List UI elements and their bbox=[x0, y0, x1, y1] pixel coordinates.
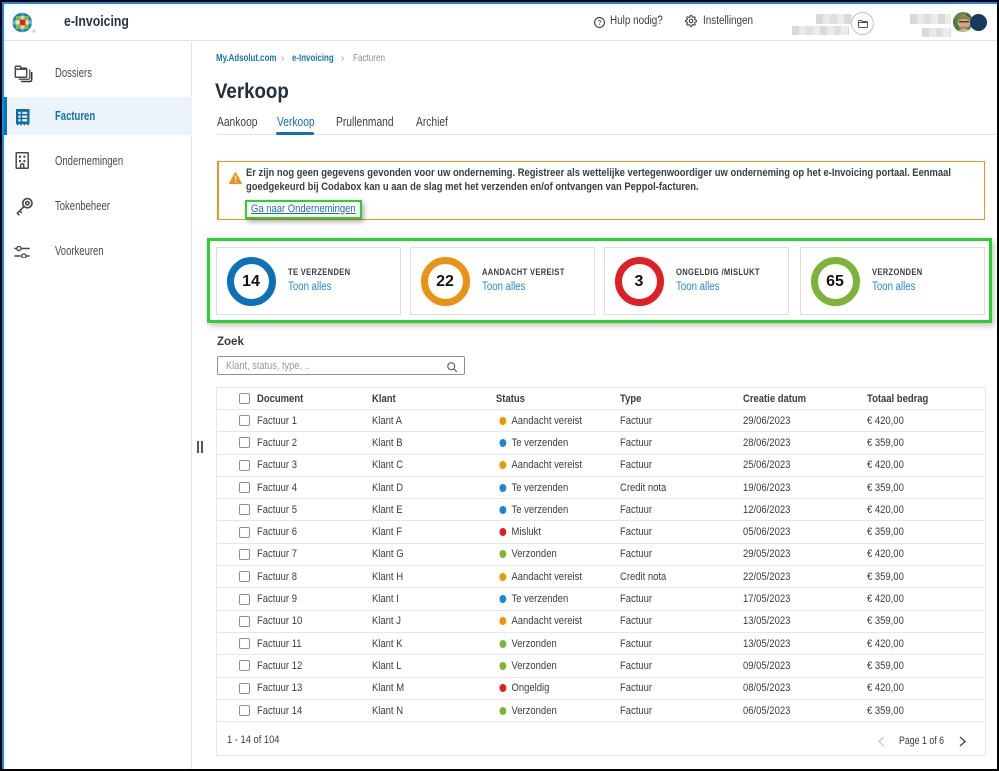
svg-text:®: ® bbox=[32, 28, 36, 34]
svg-text:?: ? bbox=[597, 18, 601, 27]
